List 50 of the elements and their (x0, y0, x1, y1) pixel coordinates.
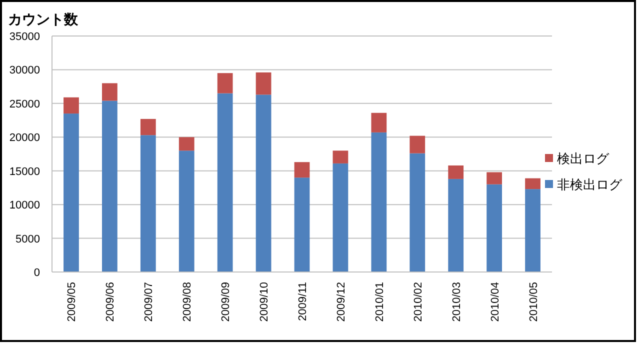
y-tick-label: 30000 (9, 64, 40, 77)
bar (525, 189, 540, 272)
y-tick-label: 35000 (9, 31, 40, 43)
x-tick-label: 2009/11 (297, 282, 309, 321)
bar (256, 94, 272, 272)
y-tick-label: 5000 (16, 233, 40, 246)
bar (178, 150, 194, 272)
legend-label: 検出ログ (557, 151, 610, 166)
y-tick-label: 10000 (9, 200, 40, 212)
x-tick-label: 2009/09 (220, 282, 232, 322)
y-tick-label: 15000 (9, 166, 40, 178)
bar (102, 100, 118, 272)
x-tick-label: 2009/12 (335, 282, 348, 322)
bar (217, 93, 233, 272)
y-tick-label: 0 (34, 267, 40, 279)
bar (486, 184, 502, 272)
x-tick-label: 2010/02 (412, 282, 424, 322)
x-tick-label: 2010/04 (489, 282, 502, 322)
bar (178, 137, 194, 151)
bar (217, 73, 233, 94)
chart-title: カウント数 (8, 11, 79, 27)
bar (140, 118, 156, 136)
bar (332, 163, 348, 272)
x-tick-label: 2009/05 (66, 282, 78, 322)
bar (371, 112, 387, 132)
bar (64, 114, 79, 272)
bar (525, 178, 540, 190)
x-tick-label: 2009/10 (258, 282, 271, 322)
x-tick-label: 2009/06 (104, 282, 117, 322)
bar (410, 153, 426, 272)
bar (448, 178, 464, 272)
x-tick-label: 2009/07 (143, 282, 156, 322)
x-tick-label: 2009/08 (182, 282, 194, 322)
bar (294, 162, 310, 178)
x-tick-label: 2010/01 (374, 282, 386, 322)
bar (294, 178, 310, 272)
bar (448, 165, 464, 179)
y-tick-label: 25000 (9, 98, 40, 110)
x-tick-label: 2010/03 (450, 282, 463, 322)
y-tick-label: 20000 (9, 132, 40, 144)
bar (102, 83, 118, 101)
legend-label: 非検出ログ (557, 177, 623, 192)
bar (64, 97, 79, 114)
x-tick-label: 2010/05 (528, 282, 540, 322)
bar (371, 132, 387, 272)
bar (256, 72, 272, 95)
bar (332, 150, 348, 164)
bar (410, 136, 426, 154)
bar (486, 172, 502, 184)
bar (140, 135, 156, 272)
